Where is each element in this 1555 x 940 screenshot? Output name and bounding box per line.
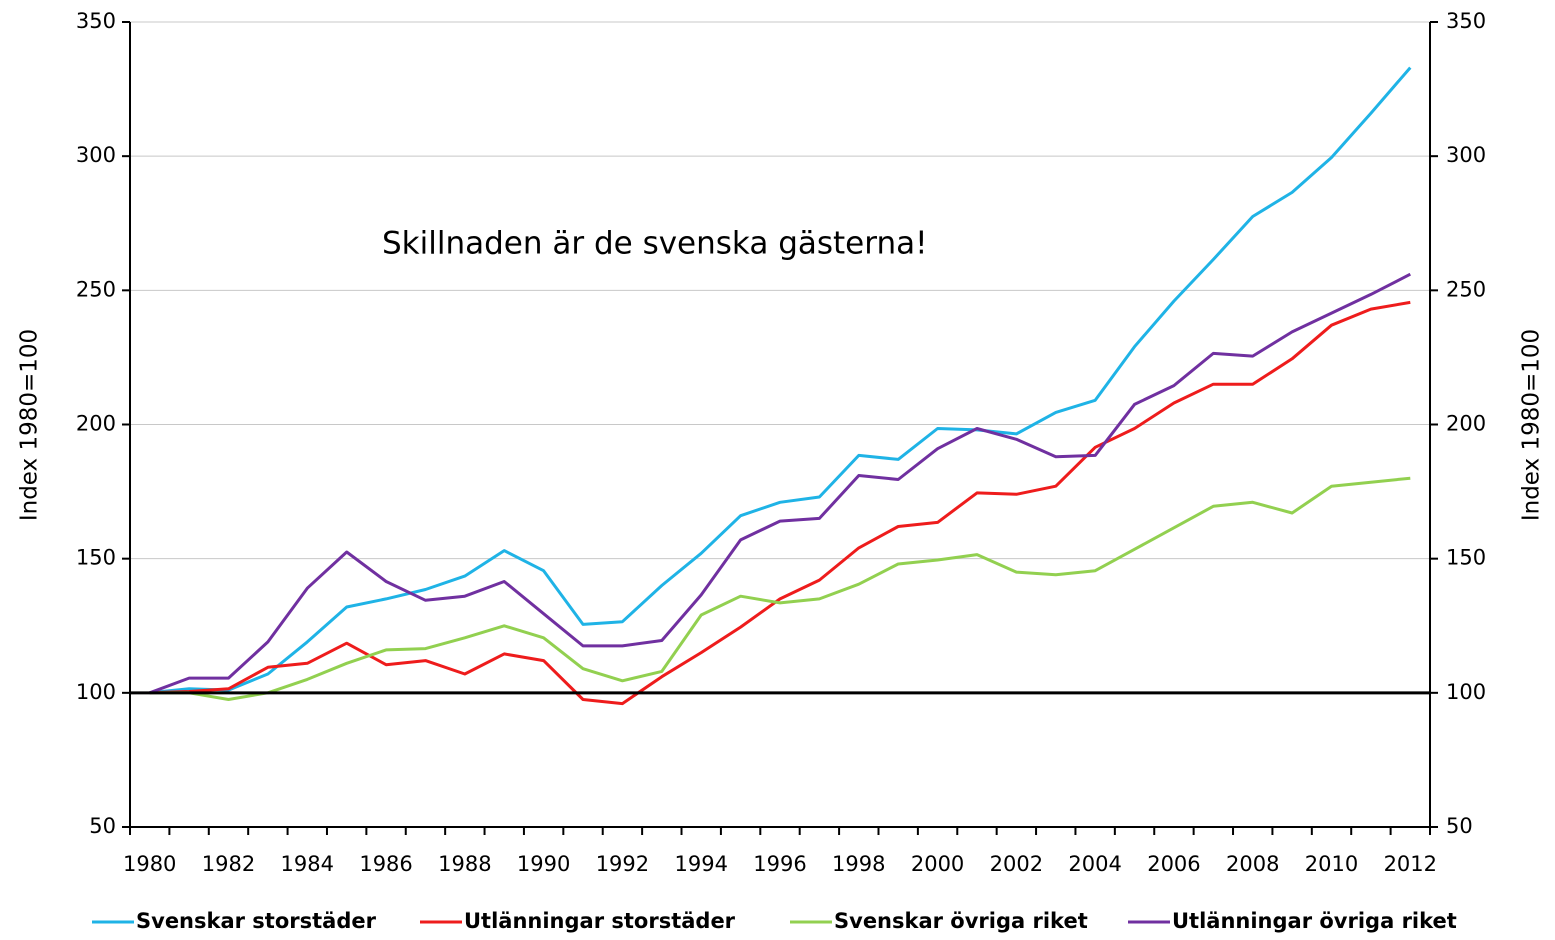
x-tick-label: 1994 bbox=[674, 852, 727, 876]
y2-tick-label: 150 bbox=[1446, 546, 1486, 570]
y2-tick-label: 50 bbox=[1446, 814, 1473, 838]
y-tick-label: 100 bbox=[76, 680, 116, 704]
x-tick-label: 1982 bbox=[202, 852, 255, 876]
x-tick-label: 2012 bbox=[1384, 852, 1437, 876]
x-tick-label: 1986 bbox=[359, 852, 412, 876]
y-axis-label: Index 1980=100 bbox=[17, 329, 43, 521]
series-line bbox=[149, 476, 1411, 701]
x-tick-label: 1990 bbox=[517, 852, 570, 876]
legend-label: Utlänningar övriga riket bbox=[1172, 909, 1457, 933]
y2-axis-label: Index 1980=100 bbox=[1519, 329, 1545, 521]
y2-tick-label: 100 bbox=[1446, 680, 1486, 704]
legend-label: Svenskar storstäder bbox=[136, 909, 377, 933]
x-tick-label: 1984 bbox=[281, 852, 334, 876]
y2-tick-label: 350 bbox=[1446, 9, 1486, 33]
annotation: Skillnaden är de svenska gästerna! bbox=[382, 226, 928, 262]
y-tick-label: 350 bbox=[76, 9, 116, 33]
y2-tick-label: 300 bbox=[1446, 143, 1486, 167]
x-tick-label: 1980 bbox=[123, 852, 176, 876]
y-tick-label: 50 bbox=[89, 814, 116, 838]
y-tick-label: 200 bbox=[76, 412, 116, 436]
x-tick-label: 2000 bbox=[911, 852, 964, 876]
series-line bbox=[149, 66, 1412, 695]
y2-tick-label: 200 bbox=[1446, 412, 1486, 436]
x-tick-label: 1998 bbox=[832, 852, 885, 876]
y2-tick-label: 250 bbox=[1446, 277, 1486, 301]
legend-label: Utlänningar storstäder bbox=[464, 909, 736, 933]
series-line bbox=[149, 300, 1411, 706]
x-tick-label: 1992 bbox=[596, 852, 649, 876]
x-tick-label: 2010 bbox=[1305, 852, 1358, 876]
x-tick-label: 2008 bbox=[1226, 852, 1279, 876]
x-tick-label: 1988 bbox=[438, 852, 491, 876]
x-tick-label: 2006 bbox=[1147, 852, 1200, 876]
y-tick-label: 250 bbox=[76, 277, 116, 301]
y-tick-label: 300 bbox=[76, 143, 116, 167]
y-tick-label: 150 bbox=[76, 546, 116, 570]
legend-label: Svenskar övriga riket bbox=[834, 909, 1088, 933]
series-line bbox=[149, 272, 1411, 695]
x-tick-label: 1996 bbox=[753, 852, 806, 876]
x-tick-label: 2004 bbox=[1068, 852, 1121, 876]
x-tick-label: 2002 bbox=[990, 852, 1043, 876]
